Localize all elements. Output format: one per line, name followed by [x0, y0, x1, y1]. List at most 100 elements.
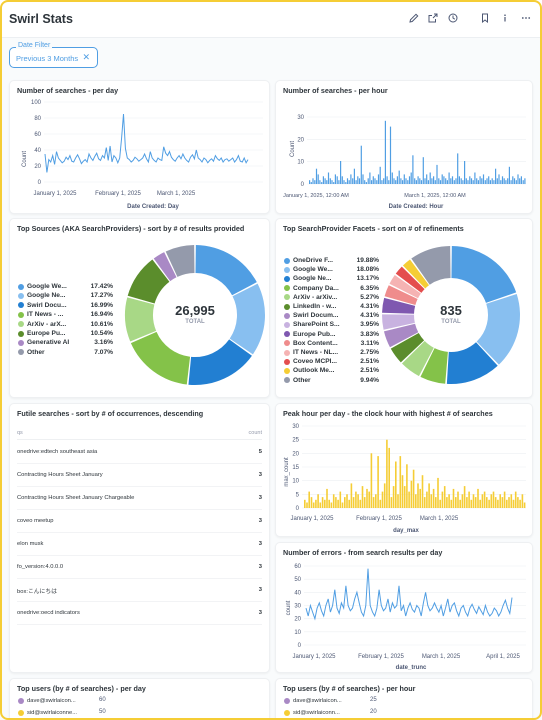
legend-label: Coveo MCPI...	[293, 358, 337, 366]
card-title[interactable]: Top Sources (AKA SearchProviders) - sort…	[17, 224, 245, 233]
legend-item[interactable]: Outlook Me... 2.51%	[284, 366, 379, 375]
legend-item[interactable]: Coveo MCPI... 2.51%	[284, 357, 379, 366]
bar	[335, 497, 337, 508]
legend-item[interactable]: Europe Pub... 3.83%	[284, 330, 379, 339]
bar	[328, 499, 330, 508]
legend-item[interactable]: LinkedIn - w... 4.31%	[284, 302, 379, 311]
legend-item[interactable]: dave@swirlaicon...	[18, 698, 76, 704]
pencil-icon[interactable]	[405, 9, 423, 27]
legend-item[interactable]: SharePoint S... 3.95%	[284, 320, 379, 329]
card-title[interactable]: Futile searches - sort by # of occurrenc…	[17, 409, 204, 418]
legend-label: Outlook Me...	[293, 367, 335, 375]
legend-label: Other	[27, 348, 45, 356]
legend-dot	[18, 283, 24, 290]
legend-item[interactable]: Other 9.94%	[284, 376, 379, 385]
donut-slice	[420, 348, 448, 384]
date-filter-label: Date Filter	[16, 42, 53, 49]
column-header-count[interactable]: count	[248, 430, 262, 436]
cell-qs: Contracting Hours Sheet January Chargeab…	[17, 495, 135, 501]
table-row[interactable]: fo_version:4.0.0.0 3	[17, 556, 262, 579]
bar	[344, 497, 346, 508]
card-title[interactable]: Peak hour per day - the clock hour with …	[283, 409, 493, 418]
legend-label: dave@swirlaicon...	[27, 698, 76, 704]
table-row[interactable]: onedrive:oecd indicators 3	[17, 602, 262, 625]
legend-item[interactable]: Google We... 18.08%	[284, 265, 379, 274]
legend-item[interactable]: sid@swirlaiconn...	[284, 710, 340, 716]
table-row[interactable]: Contracting Hours Sheet January 3	[17, 464, 262, 487]
bar	[304, 499, 306, 508]
bar	[474, 172, 476, 184]
bar	[419, 178, 421, 184]
legend-item[interactable]: IT News - NL... 2.75%	[284, 348, 379, 357]
legend-item[interactable]: Swirl Docum... 4.31%	[284, 311, 379, 320]
bar	[403, 486, 406, 508]
legend-item[interactable]: ArXiv - arX... 10.61%	[18, 320, 113, 329]
bar	[467, 180, 469, 184]
legend-item[interactable]: Box Content... 3.11%	[284, 339, 379, 348]
y-tick: 0	[298, 643, 302, 649]
legend-dot	[284, 340, 290, 347]
table-row[interactable]: box:こんにちは 3	[17, 579, 262, 602]
legend-item[interactable]: Google Ne... 13.17%	[284, 274, 379, 283]
bar	[460, 178, 462, 184]
bar	[310, 497, 313, 508]
legend-item[interactable]: ArXiv - arXiv... 5.27%	[284, 293, 379, 302]
legend-item[interactable]: Europe Pu... 10.54%	[18, 329, 113, 338]
bar	[455, 497, 457, 508]
bar	[488, 499, 490, 508]
card-title[interactable]: Number of errors - from search results p…	[283, 548, 443, 557]
table-row[interactable]: Contracting Hours Sheet January Chargeab…	[17, 487, 262, 510]
bar	[443, 486, 446, 508]
table-row[interactable]: coveo meetup 3	[17, 510, 262, 533]
cell-count: 3	[258, 564, 262, 570]
bar	[357, 494, 359, 508]
bar	[337, 499, 339, 508]
legend-item[interactable]: Google Ne... 17.27%	[18, 291, 113, 300]
card-title[interactable]: Top SearchProvider Facets - sort on # of…	[283, 224, 464, 233]
bar	[506, 499, 508, 508]
legend-item[interactable]: Google We... 17.42%	[18, 282, 113, 291]
table-row[interactable]: onedrive:edtech southeast asia 5	[17, 441, 262, 464]
bar	[434, 180, 436, 184]
card-title[interactable]: Top users (by # of searches) - per day	[17, 684, 146, 693]
clock-icon[interactable]	[444, 9, 462, 27]
legend-item[interactable]: dave@swirlaicon...	[284, 698, 342, 704]
card-title[interactable]: Top users (by # of searches) - per hour	[283, 684, 416, 693]
donut-total-value: 835	[440, 303, 462, 318]
bookmark-icon[interactable]	[476, 9, 494, 27]
bar	[477, 488, 479, 508]
cell-count: 3	[258, 610, 262, 616]
clear-filter-icon[interactable]: ✕	[82, 52, 90, 62]
y-tick: 100	[31, 100, 42, 106]
legend-item[interactable]: sid@swirlaiconne...	[18, 710, 77, 716]
bar	[317, 494, 319, 508]
bar	[381, 491, 384, 508]
column-header-qs[interactable]: qs	[17, 430, 23, 436]
legend-item[interactable]: IT News - ... 16.94%	[18, 310, 113, 319]
more-icon[interactable]	[517, 9, 535, 27]
bar	[464, 161, 466, 184]
legend-item[interactable]: Generative AI 3.16%	[18, 338, 113, 347]
card-title[interactable]: Number of searches - per hour	[283, 86, 388, 95]
table-row[interactable]: elon musk 3	[17, 533, 262, 556]
bar	[321, 497, 324, 508]
bar	[341, 502, 344, 508]
bar	[435, 497, 437, 508]
share-icon[interactable]	[424, 9, 442, 27]
bar	[510, 494, 513, 508]
donut-slice	[383, 323, 419, 348]
legend-item[interactable]: OneDrive F... 19.88%	[284, 256, 379, 265]
card-title[interactable]: Number of searches - per day	[17, 86, 119, 95]
legend-item[interactable]: Company Da... 6.35%	[284, 284, 379, 293]
date-filter[interactable]: Previous 3 Months ✕	[9, 47, 98, 68]
bar	[494, 497, 497, 508]
info-icon[interactable]	[496, 9, 514, 27]
bar	[408, 176, 411, 184]
legend-item[interactable]: Other 7.07%	[18, 348, 113, 357]
legend-item[interactable]: Swirl Docu... 16.99%	[18, 301, 113, 310]
bar	[490, 494, 493, 508]
bar	[326, 488, 328, 508]
bar	[523, 502, 526, 508]
date-filter-value[interactable]: Previous 3 Months	[16, 54, 79, 63]
bar	[507, 178, 509, 184]
